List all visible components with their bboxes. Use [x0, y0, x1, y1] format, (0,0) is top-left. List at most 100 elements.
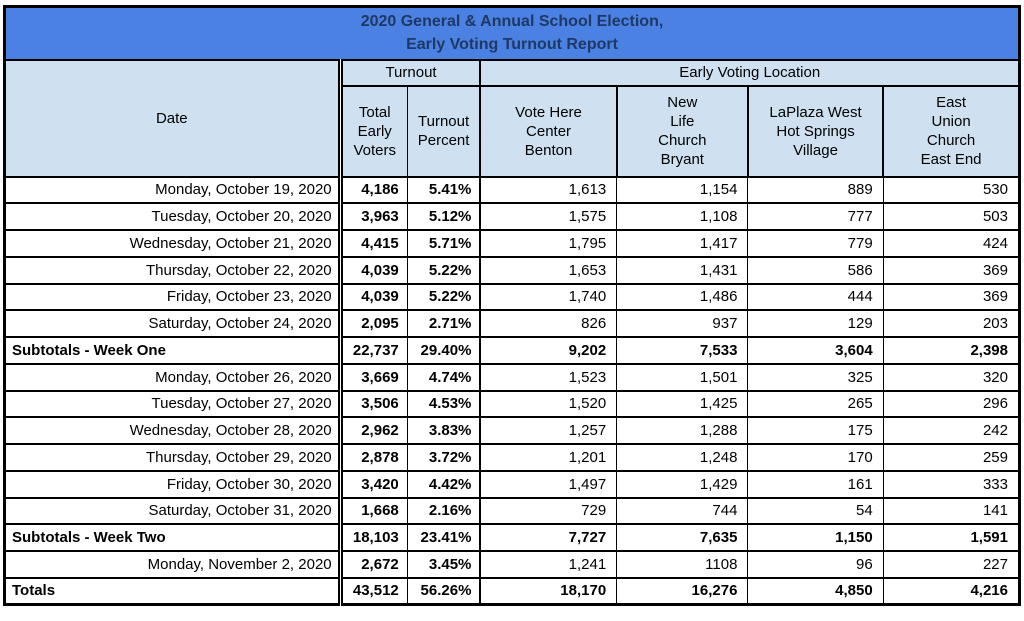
- cell-total-early-voters: 4,039: [339, 255, 408, 285]
- table-row: Thursday, October 29, 2020 2,878 3.72% 1…: [4, 443, 1021, 472]
- row-date-label: Saturday, October 24, 2020: [4, 309, 343, 338]
- table-row: Wednesday, October 21, 2020 4,415 5.71% …: [4, 229, 1021, 258]
- row-date-label: Monday, October 26, 2020: [4, 362, 343, 392]
- column-header-turnout-percent: Turnout Percent: [406, 84, 481, 178]
- cell-total-early-voters: 2,095: [339, 309, 408, 338]
- row-date-label: Thursday, October 22, 2020: [4, 255, 343, 285]
- cell-vote-here-center: 9,202: [479, 336, 618, 365]
- column-header-new-life-church: New Life Church Bryant: [615, 84, 749, 178]
- cell-turnout-percent: 5.41%: [406, 175, 481, 205]
- cell-total-early-voters: 1,668: [339, 496, 408, 526]
- cell-total-early-voters: 4,415: [339, 229, 408, 258]
- table-row: Tuesday, October 20, 2020 3,963 5.12% 1,…: [4, 202, 1021, 231]
- cell-vote-here-center: 826: [479, 309, 618, 338]
- cell-vote-here-center: 7,727: [479, 523, 618, 552]
- cell-east-union-church: 424: [882, 229, 1021, 258]
- cell-laplaza-west: 4,850: [747, 576, 884, 606]
- cell-vote-here-center: 1,653: [479, 255, 618, 285]
- cell-new-life-church: 1108: [616, 550, 749, 579]
- cell-new-life-church: 1,417: [616, 229, 749, 258]
- table-row: Tuesday, October 27, 2020 3,506 4.53% 1,…: [4, 389, 1021, 419]
- cell-new-life-church: 7,635: [616, 523, 749, 552]
- cell-turnout-percent: 4.74%: [406, 362, 481, 392]
- row-date-label: Friday, October 30, 2020: [4, 469, 343, 499]
- row-date-label: Monday, November 2, 2020: [4, 550, 343, 579]
- cell-new-life-church: 744: [616, 496, 749, 526]
- cell-laplaza-west: 889: [747, 175, 884, 205]
- title-banner-row: 2020 General & Annual School Election, E…: [3, 5, 1021, 61]
- cell-laplaza-west: 96: [747, 550, 884, 579]
- cell-turnout-percent: 5.71%: [406, 229, 481, 258]
- cell-new-life-church: 1,431: [616, 255, 749, 285]
- cell-new-life-church: 1,154: [616, 175, 749, 205]
- cell-new-life-church: 1,501: [616, 362, 749, 392]
- cell-turnout-percent: 4.53%: [406, 389, 481, 419]
- cell-turnout-percent: 56.26%: [406, 576, 481, 606]
- report-title-line2: Early Voting Turnout Report: [406, 36, 618, 54]
- cell-east-union-church: 259: [882, 443, 1021, 472]
- row-date-label: Wednesday, October 21, 2020: [4, 229, 343, 258]
- cell-turnout-percent: 3.83%: [406, 416, 481, 445]
- row-date-label: Monday, October 19, 2020: [4, 175, 343, 205]
- cell-vote-here-center: 1,575: [479, 202, 618, 231]
- cell-east-union-church: 227: [882, 550, 1021, 579]
- cell-east-union-church: 369: [882, 282, 1021, 312]
- cell-turnout-percent: 5.12%: [406, 202, 481, 231]
- cell-east-union-church: 320: [882, 362, 1021, 392]
- cell-east-union-church: 242: [882, 416, 1021, 445]
- cell-vote-here-center: 1,523: [479, 362, 618, 392]
- row-date-label: Wednesday, October 28, 2020: [4, 416, 343, 445]
- table-row: Thursday, October 22, 2020 4,039 5.22% 1…: [4, 255, 1021, 285]
- cell-total-early-voters: 3,669: [339, 362, 408, 392]
- table-row: Friday, October 23, 2020 4,039 5.22% 1,7…: [4, 282, 1021, 312]
- cell-total-early-voters: 18,103: [339, 523, 408, 552]
- cell-turnout-percent: 5.22%: [406, 282, 481, 312]
- cell-laplaza-west: 777: [747, 202, 884, 231]
- cell-total-early-voters: 2,672: [339, 550, 408, 579]
- row-date-label: Friday, October 23, 2020: [4, 282, 343, 312]
- group-header-row: Date Turnout Early Voting Location: [4, 58, 1021, 178]
- cell-laplaza-west: 3,604: [747, 336, 884, 365]
- table-row: Subtotals - Week One 22,737 29.40% 9,202…: [4, 336, 1021, 365]
- column-header-laplaza-west: LaPlaza West Hot Springs Village: [746, 84, 884, 178]
- row-date-label: Thursday, October 29, 2020: [4, 443, 343, 472]
- cell-turnout-percent: 2.16%: [406, 496, 481, 526]
- cell-east-union-church: 1,591: [882, 523, 1021, 552]
- cell-vote-here-center: 1,740: [479, 282, 618, 312]
- cell-laplaza-west: 161: [747, 469, 884, 499]
- cell-new-life-church: 1,425: [616, 389, 749, 419]
- cell-laplaza-west: 444: [747, 282, 884, 312]
- title-banner: 2020 General & Annual School Election, E…: [3, 5, 1021, 61]
- cell-turnout-percent: 3.45%: [406, 550, 481, 579]
- cell-laplaza-west: 325: [747, 362, 884, 392]
- table-row: Monday, November 2, 2020 2,672 3.45% 1,2…: [4, 550, 1021, 579]
- cell-vote-here-center: 1,201: [479, 443, 618, 472]
- cell-vote-here-center: 18,170: [479, 576, 618, 606]
- cell-vote-here-center: 1,520: [479, 389, 618, 419]
- cell-vote-here-center: 1,241: [479, 550, 618, 579]
- cell-laplaza-west: 1,150: [747, 523, 884, 552]
- column-header-total-early-voters: Total Early Voters: [339, 84, 408, 178]
- group-header-location: Early Voting Location: [479, 58, 1021, 87]
- cell-turnout-percent: 2.71%: [406, 309, 481, 338]
- cell-laplaza-west: 779: [747, 229, 884, 258]
- cell-new-life-church: 1,429: [616, 469, 749, 499]
- cell-east-union-church: 503: [882, 202, 1021, 231]
- cell-turnout-percent: 3.72%: [406, 443, 481, 472]
- cell-new-life-church: 937: [616, 309, 749, 338]
- cell-new-life-church: 1,288: [616, 416, 749, 445]
- page: 2020 General & Annual School Election, E…: [3, 5, 1021, 606]
- cell-laplaza-west: 54: [747, 496, 884, 526]
- cell-east-union-church: 141: [882, 496, 1021, 526]
- cell-new-life-church: 1,486: [616, 282, 749, 312]
- table-row: Saturday, October 24, 2020 2,095 2.71% 8…: [4, 309, 1021, 338]
- cell-turnout-percent: 29.40%: [406, 336, 481, 365]
- cell-new-life-church: 16,276: [616, 576, 749, 606]
- cell-total-early-voters: 3,963: [339, 202, 408, 231]
- cell-total-early-voters: 4,186: [339, 175, 408, 205]
- row-date-label: Subtotals - Week Two: [4, 523, 343, 552]
- cell-vote-here-center: 1,497: [479, 469, 618, 499]
- cell-vote-here-center: 1,795: [479, 229, 618, 258]
- cell-total-early-voters: 2,878: [339, 443, 408, 472]
- row-date-label: Tuesday, October 20, 2020: [4, 202, 343, 231]
